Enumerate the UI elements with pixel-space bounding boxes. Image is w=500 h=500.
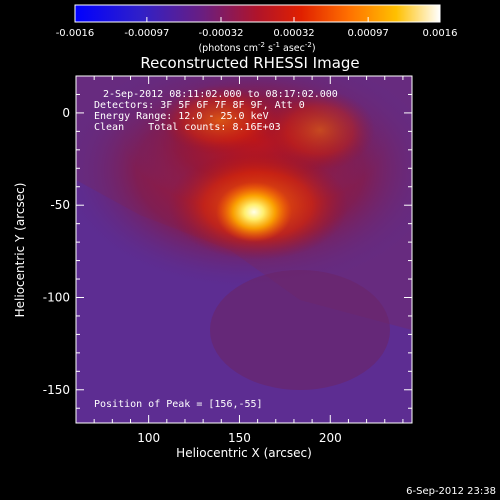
heatmap-peak-source bbox=[216, 182, 292, 242]
annotation-time-range: 2-Sep-2012 08:11:02.000 to 08:17:02.000 bbox=[103, 89, 338, 100]
colorbar-tick-label: -0.00097 bbox=[124, 28, 169, 39]
annotation-clean: Clean Total counts: 8.16E+03 bbox=[94, 122, 281, 133]
heatmap-image bbox=[76, 76, 412, 423]
annotation-block: 2-Sep-2012 08:11:02.000 to 08:17:02.000 … bbox=[94, 89, 338, 410]
x-tick-label: 150 bbox=[228, 431, 251, 445]
colorbar: -0.0016 -0.00097 -0.00032 0.00032 0.00097 0.0… bbox=[56, 4, 458, 54]
plot-frame bbox=[75, 75, 413, 424]
y-tick-label: 0 bbox=[62, 106, 70, 120]
annotation-peak: Position of Peak = [156,-55] bbox=[94, 399, 263, 410]
colorbar-tick-label: 0.0016 bbox=[423, 28, 458, 39]
heatmap-right-knot bbox=[265, 90, 375, 170]
colorbar-tick-label: 0.00097 bbox=[347, 28, 388, 39]
x-axis: 100 150 200 bbox=[93, 76, 404, 445]
y-tick-label: -50 bbox=[50, 198, 70, 212]
y-axis: 0 -50 -100 -150 bbox=[43, 93, 412, 409]
heatmap-lower-region bbox=[210, 270, 390, 390]
footer-timestamp: 6-Sep-2012 23:38 bbox=[406, 486, 496, 497]
colorbar-tick-label: -0.00032 bbox=[199, 28, 244, 39]
colorbar-tick-label: -0.0016 bbox=[56, 28, 95, 39]
y-tick-label: -150 bbox=[43, 383, 70, 397]
colorbar-tick-label: 0.00032 bbox=[273, 28, 314, 39]
heatmap-upper-knot bbox=[160, 85, 280, 155]
x-tick-label: 200 bbox=[319, 431, 342, 445]
x-tick-label: 100 bbox=[137, 431, 160, 445]
annotation-detectors: Detectors: 3F 5F 6F 7F 8F 9F, Att 0 bbox=[94, 100, 305, 111]
colorbar-gradient bbox=[74, 4, 441, 23]
y-tick-label: -100 bbox=[43, 290, 70, 304]
x-axis-label: Heliocentric X (arcsec) bbox=[176, 446, 312, 460]
chart-title: Reconstructed RHESSI Image bbox=[140, 54, 359, 72]
colorbar-unit: (photons cm-2 s-1 asec-2) bbox=[198, 41, 315, 54]
annotation-energy: Energy Range: 12.0 - 25.0 keV bbox=[94, 111, 269, 122]
y-axis-label: Heliocentric Y (arcsec) bbox=[13, 183, 27, 318]
colorbar-ticks: -0.0016 -0.00097 -0.00032 0.00032 0.00097 0.0… bbox=[56, 17, 458, 39]
